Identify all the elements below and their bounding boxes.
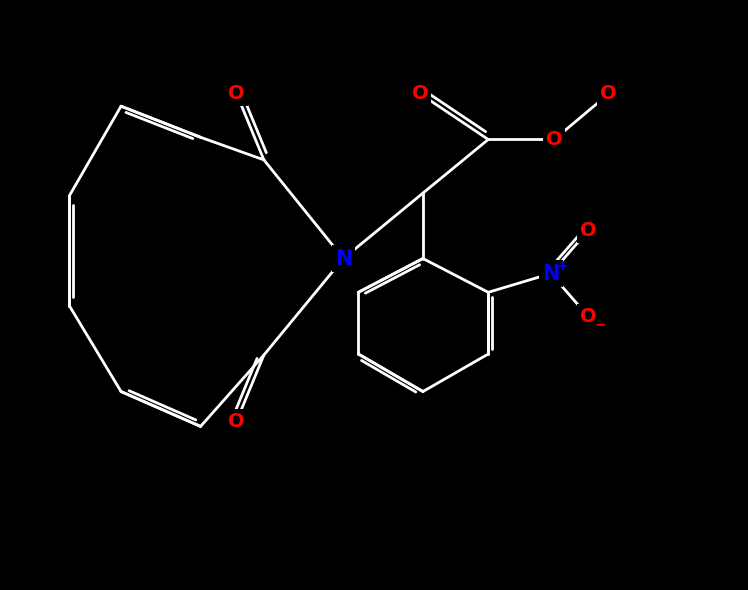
Text: O: O	[412, 84, 429, 103]
Text: N: N	[334, 248, 352, 268]
Text: O: O	[228, 412, 245, 431]
Text: O: O	[228, 84, 245, 103]
Text: +: +	[557, 258, 568, 273]
Text: O: O	[546, 130, 562, 149]
Text: O: O	[580, 221, 596, 240]
Text: N: N	[542, 264, 560, 284]
Text: −: −	[595, 317, 606, 332]
Text: O: O	[601, 84, 617, 103]
Text: O: O	[580, 307, 596, 326]
